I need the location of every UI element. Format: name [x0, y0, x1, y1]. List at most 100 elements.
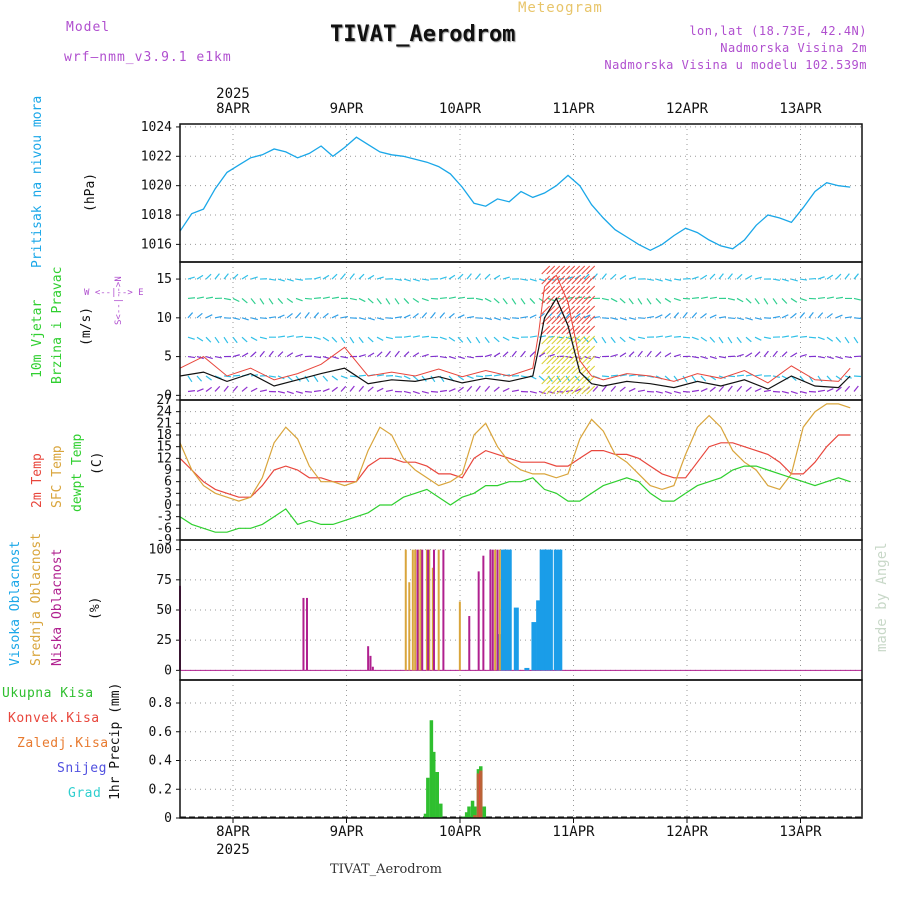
- x-tick-label-top: 11APR: [552, 101, 595, 117]
- wind-arrow: [295, 353, 303, 358]
- high-cloud-bar: [557, 549, 563, 671]
- total-rain-bar: [482, 806, 487, 818]
- wind-arrow: [502, 336, 510, 341]
- wind-arrow: [745, 297, 752, 304]
- wind-arrow: [576, 305, 586, 315]
- wind-arrow: [223, 297, 231, 301]
- wind-arrow: [619, 386, 626, 392]
- wind-arrow: [466, 385, 473, 392]
- wind-arrow: [403, 390, 411, 394]
- wind-arrow: [412, 278, 420, 282]
- wind-arrow: [286, 335, 294, 338]
- y-tick-label: 100: [149, 543, 172, 558]
- wind-arrow: [586, 355, 596, 365]
- wind-arrow: [457, 273, 464, 280]
- wind-arrow: [331, 375, 339, 381]
- y-tick-label: 25: [156, 633, 172, 648]
- y-tick-label: 10: [156, 311, 172, 326]
- wind-arrow: [466, 336, 472, 344]
- wind-arrow: [367, 352, 375, 358]
- wind-arrow: [484, 385, 491, 392]
- wind-arrow: [664, 278, 672, 282]
- wind-arrow: [566, 315, 576, 325]
- wind-arrow: [421, 312, 428, 319]
- wind-arrow: [561, 355, 571, 365]
- total-rain-bar: [429, 720, 434, 818]
- wind-arrow: [538, 312, 545, 319]
- wind-arrow: [566, 275, 576, 285]
- wind-arrow: [493, 336, 500, 343]
- wind-arrow: [745, 336, 752, 343]
- wind-arrow: [754, 336, 762, 341]
- wind-arrow: [700, 356, 708, 360]
- wind-arrow: [566, 355, 576, 365]
- y-tick-label: 50: [156, 603, 172, 618]
- wind-arrow: [586, 385, 596, 395]
- wind-arrow: [546, 295, 556, 305]
- wind-arrow: [457, 386, 464, 392]
- mid-cloud-bar: [498, 549, 501, 671]
- wind-arrow: [781, 351, 788, 358]
- low-cloud-bar: [491, 549, 494, 671]
- wind-arrow: [583, 314, 591, 319]
- wind-arrow: [799, 390, 807, 394]
- wind-arrow: [439, 336, 447, 340]
- wind-arrow: [637, 336, 645, 340]
- low-cloud-bar: [432, 549, 435, 671]
- wind-arrow: [586, 375, 596, 385]
- wind-arrow: [808, 311, 814, 319]
- wind-arrow: [556, 375, 566, 385]
- wind-arrow: [403, 375, 411, 380]
- wind-arrow: [385, 350, 391, 357]
- wind-arrow: [295, 297, 303, 302]
- wind-arrow: [571, 285, 581, 295]
- total-rain-bar: [464, 812, 469, 818]
- low-cloud-bar: [489, 549, 492, 671]
- wind-arrow: [511, 298, 517, 305]
- wind-arrow: [232, 354, 240, 358]
- wind-arrow: [457, 296, 466, 300]
- wind-arrow: [304, 311, 310, 319]
- wind-arrow: [586, 265, 596, 275]
- x-tick-label-top: 10APR: [439, 101, 482, 117]
- wind-arrow: [232, 273, 239, 280]
- wind-arrow: [205, 356, 213, 360]
- wind-arrow: [561, 275, 571, 285]
- wind-arrow: [313, 312, 320, 319]
- wind-arrow: [817, 355, 825, 359]
- low-cloud-bar: [416, 549, 419, 671]
- wind-arrow: [844, 385, 851, 392]
- wind-arrow: [277, 278, 285, 282]
- wind-arrow: [691, 375, 697, 383]
- wind-arrow: [586, 275, 596, 285]
- wind-arrow: [358, 374, 367, 377]
- wind-arrow: [610, 297, 618, 303]
- wind-arrow: [412, 352, 420, 358]
- wind-arrow: [268, 350, 274, 357]
- wind-arrow: [358, 297, 366, 303]
- wind-arrow: [259, 389, 267, 393]
- wind-arrow: [493, 386, 500, 392]
- wind-arrow: [682, 311, 688, 319]
- x-year-top: 2025: [216, 86, 250, 102]
- x-tick-label-bottom: 13APR: [779, 824, 822, 840]
- wind-arrow: [601, 375, 610, 378]
- wind-arrow: [376, 336, 384, 341]
- total-rain-bar: [439, 803, 443, 818]
- mid-cloud-bar: [417, 549, 420, 671]
- wind-arrow: [601, 317, 610, 319]
- y-tick-label: 1018: [141, 208, 172, 223]
- wind-arrow: [223, 273, 229, 280]
- wind-arrow: [511, 389, 519, 393]
- y-tick-label: 1024: [141, 120, 172, 135]
- wind-arrow: [628, 351, 635, 358]
- model-elevation-label: Nadmorska Visina u modelu 102.539m: [604, 58, 867, 72]
- wind-arrow: [581, 275, 591, 285]
- wind-arrow: [541, 285, 551, 295]
- wind-arrow: [541, 275, 551, 285]
- wind-arrow: [586, 335, 596, 345]
- low-cloud-bar: [371, 666, 374, 671]
- wind-arrow: [664, 375, 671, 382]
- wind-arrow: [529, 314, 537, 319]
- convective-rain-bar: [479, 770, 483, 818]
